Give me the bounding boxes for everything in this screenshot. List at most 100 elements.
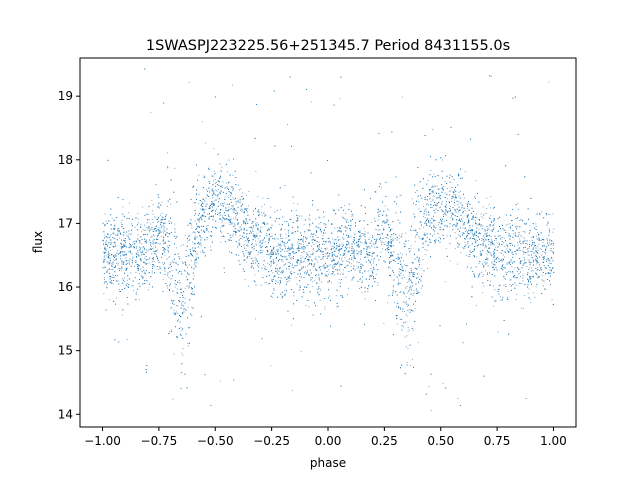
data-point	[529, 262, 531, 264]
data-point	[377, 208, 379, 210]
data-point	[426, 211, 428, 213]
data-point	[511, 261, 513, 263]
data-point	[485, 240, 487, 242]
data-point	[383, 322, 385, 324]
data-point	[339, 98, 341, 100]
data-point	[184, 287, 186, 289]
data-point	[549, 269, 551, 271]
data-point	[497, 250, 498, 251]
data-point	[322, 238, 324, 240]
data-point	[490, 207, 491, 209]
data-point	[412, 274, 414, 276]
data-point	[382, 248, 383, 250]
data-point	[368, 245, 370, 247]
data-point	[252, 233, 254, 235]
data-point	[464, 209, 466, 211]
data-point	[213, 215, 214, 217]
data-point	[151, 270, 153, 272]
data-point	[384, 222, 386, 223]
data-point	[397, 279, 399, 281]
data-point	[497, 331, 499, 333]
data-point	[414, 274, 416, 276]
data-point	[339, 282, 341, 284]
data-point	[349, 247, 350, 249]
data-point	[225, 207, 227, 209]
data-point	[316, 259, 318, 261]
data-point	[535, 225, 537, 227]
data-point	[288, 247, 289, 249]
data-point	[251, 227, 252, 229]
data-point	[430, 201, 432, 202]
data-point	[545, 252, 546, 254]
data-point	[509, 223, 511, 225]
data-point	[303, 224, 305, 226]
data-point	[384, 205, 386, 207]
data-point	[158, 221, 159, 222]
data-point	[257, 196, 259, 198]
data-point	[328, 274, 329, 275]
data-point	[299, 263, 301, 265]
data-point	[348, 287, 349, 289]
data-point	[551, 299, 553, 300]
data-point	[432, 219, 434, 221]
data-point	[542, 241, 544, 243]
data-point	[522, 231, 524, 232]
data-point	[299, 248, 301, 249]
data-point	[359, 271, 361, 273]
data-point	[157, 249, 159, 251]
data-point	[362, 235, 364, 237]
data-point	[148, 227, 150, 229]
data-point	[422, 216, 424, 217]
data-point	[361, 266, 363, 268]
data-point	[270, 206, 272, 208]
data-point	[443, 211, 445, 213]
data-point	[462, 220, 464, 222]
data-point	[235, 231, 237, 233]
data-point	[162, 279, 164, 281]
data-point	[447, 212, 448, 213]
data-point	[288, 249, 290, 251]
data-point	[222, 181, 224, 183]
data-point	[347, 252, 349, 254]
data-point	[534, 297, 536, 298]
data-point	[220, 203, 221, 205]
data-point	[119, 237, 121, 239]
data-point	[499, 242, 500, 244]
data-point	[350, 220, 352, 222]
data-point	[522, 250, 524, 252]
data-point	[528, 288, 530, 290]
data-point	[167, 165, 168, 167]
data-point	[140, 275, 142, 277]
data-point	[534, 251, 536, 253]
data-point	[114, 276, 116, 278]
data-point	[251, 226, 252, 228]
data-point	[539, 238, 540, 240]
data-point	[466, 207, 468, 209]
data-point	[406, 335, 408, 337]
data-point	[269, 253, 271, 255]
data-point	[236, 212, 238, 213]
data-point	[480, 213, 482, 215]
data-point	[483, 285, 485, 287]
data-point	[472, 225, 474, 227]
data-point	[229, 216, 231, 217]
data-point	[197, 257, 199, 258]
data-point	[260, 227, 262, 229]
data-point	[120, 222, 122, 224]
data-point	[345, 227, 347, 229]
data-point	[224, 272, 225, 273]
data-point	[281, 238, 283, 240]
data-point	[493, 300, 495, 302]
data-point	[273, 288, 275, 289]
data-point	[307, 254, 309, 256]
data-point	[483, 215, 485, 217]
data-point	[371, 264, 372, 266]
data-point	[536, 263, 538, 265]
data-point	[319, 288, 321, 289]
data-point	[338, 252, 339, 254]
data-point	[279, 247, 281, 249]
data-point	[374, 247, 376, 249]
data-point	[240, 208, 242, 210]
data-point	[494, 255, 496, 256]
data-point	[293, 295, 295, 297]
